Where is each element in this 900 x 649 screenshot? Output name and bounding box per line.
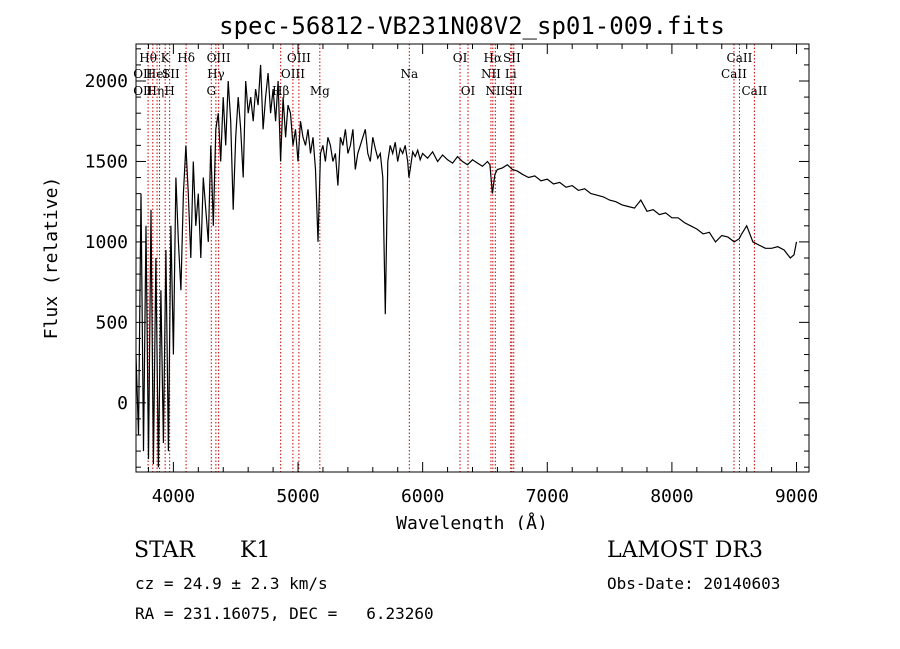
line-label: Hβ — [272, 84, 289, 98]
y-axis-label: Flux (relative) — [41, 177, 62, 340]
spectrum-line — [135, 64, 798, 468]
axis-tick-labels: 4000 5000 6000 7000 8000 9000 0 500 1000 1500 2000 — [85, 71, 819, 507]
line-label: OII — [133, 67, 153, 81]
line-label: H — [164, 84, 174, 98]
coordinates: RA = 231.16075, DEC = 6.23260 — [135, 604, 434, 623]
x-tick-label: 6000 — [401, 486, 444, 507]
line-label: Hγ — [207, 67, 225, 81]
x-tick-label: 9000 — [775, 486, 818, 507]
line-label: Na — [400, 67, 418, 81]
line-label: NII — [481, 67, 501, 81]
line-label: HeI — [146, 67, 169, 81]
x-tick-label: 7000 — [526, 486, 569, 507]
axis-ticks — [136, 44, 809, 472]
chart-title: spec-56812-VB231N08V2_sp01-009.fits — [219, 12, 725, 40]
y-tick-label: 0 — [117, 393, 128, 414]
line-label: OII — [133, 84, 153, 98]
x-tick-label: 5000 — [276, 486, 319, 507]
line-label: Hδ — [177, 51, 195, 65]
line-label: Li — [505, 67, 517, 81]
line-label: Hη — [146, 84, 164, 98]
survey-name: LAMOST DR3 — [607, 538, 763, 563]
redshift-cz: cz = 24.9 ± 2.3 km/s — [135, 574, 328, 593]
object-subclass: K1 — [240, 538, 271, 563]
line-label: Mg — [310, 84, 330, 98]
line-label: SII — [162, 67, 180, 81]
y-tick-label: 1000 — [85, 232, 128, 253]
line-label: OI — [461, 84, 476, 98]
x-tick-label: 4000 — [152, 486, 195, 507]
line-label: OIII — [207, 51, 231, 65]
spectrum-chart: spec-56812-VB231N08V2_sp01-009.fits Hθ K H… — [41, 12, 819, 530]
y-tick-label: 500 — [95, 312, 128, 333]
y-tick-label: 2000 — [85, 71, 128, 92]
line-label: OI — [453, 51, 468, 65]
line-label: CaII — [727, 51, 753, 65]
object-class: STAR — [134, 538, 195, 563]
line-label: G — [206, 84, 216, 98]
emission-line-markers — [147, 44, 755, 472]
line-label: Hα — [484, 51, 503, 65]
line-label: SII — [503, 51, 521, 65]
obs-date: Obs-Date: 20140603 — [607, 574, 781, 593]
line-label: OIII — [287, 51, 311, 65]
line-label: K — [161, 51, 171, 65]
line-label: CaII — [741, 84, 767, 98]
x-axis-label: Wavelength (Å) — [396, 512, 548, 530]
line-label: Hθ — [139, 51, 157, 65]
y-tick-label: 1500 — [85, 151, 128, 172]
line-label: OIII — [281, 67, 305, 81]
line-label: CaII — [721, 67, 747, 81]
x-tick-label: 8000 — [650, 486, 693, 507]
line-label: SII — [505, 84, 523, 98]
line-label: NII — [485, 84, 505, 98]
